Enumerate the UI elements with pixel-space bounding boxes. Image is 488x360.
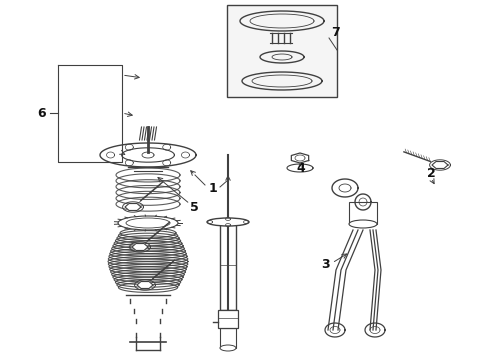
Text: 6: 6 xyxy=(38,107,46,120)
Polygon shape xyxy=(431,162,447,168)
Ellipse shape xyxy=(348,220,376,228)
Polygon shape xyxy=(137,282,153,288)
Bar xyxy=(348,202,376,224)
Ellipse shape xyxy=(206,218,248,226)
Polygon shape xyxy=(125,203,141,211)
Text: 2: 2 xyxy=(426,166,434,180)
Text: 7: 7 xyxy=(330,26,339,39)
Ellipse shape xyxy=(118,216,178,230)
Bar xyxy=(218,310,238,328)
Bar xyxy=(226,5,336,97)
Polygon shape xyxy=(132,243,148,251)
Text: 3: 3 xyxy=(320,258,328,271)
Text: 4: 4 xyxy=(296,162,305,175)
Ellipse shape xyxy=(126,218,170,228)
Polygon shape xyxy=(291,153,308,163)
Text: 1: 1 xyxy=(208,181,217,194)
Bar xyxy=(220,328,236,348)
Ellipse shape xyxy=(220,345,236,351)
Text: 5: 5 xyxy=(189,201,198,213)
Bar xyxy=(220,220,236,310)
